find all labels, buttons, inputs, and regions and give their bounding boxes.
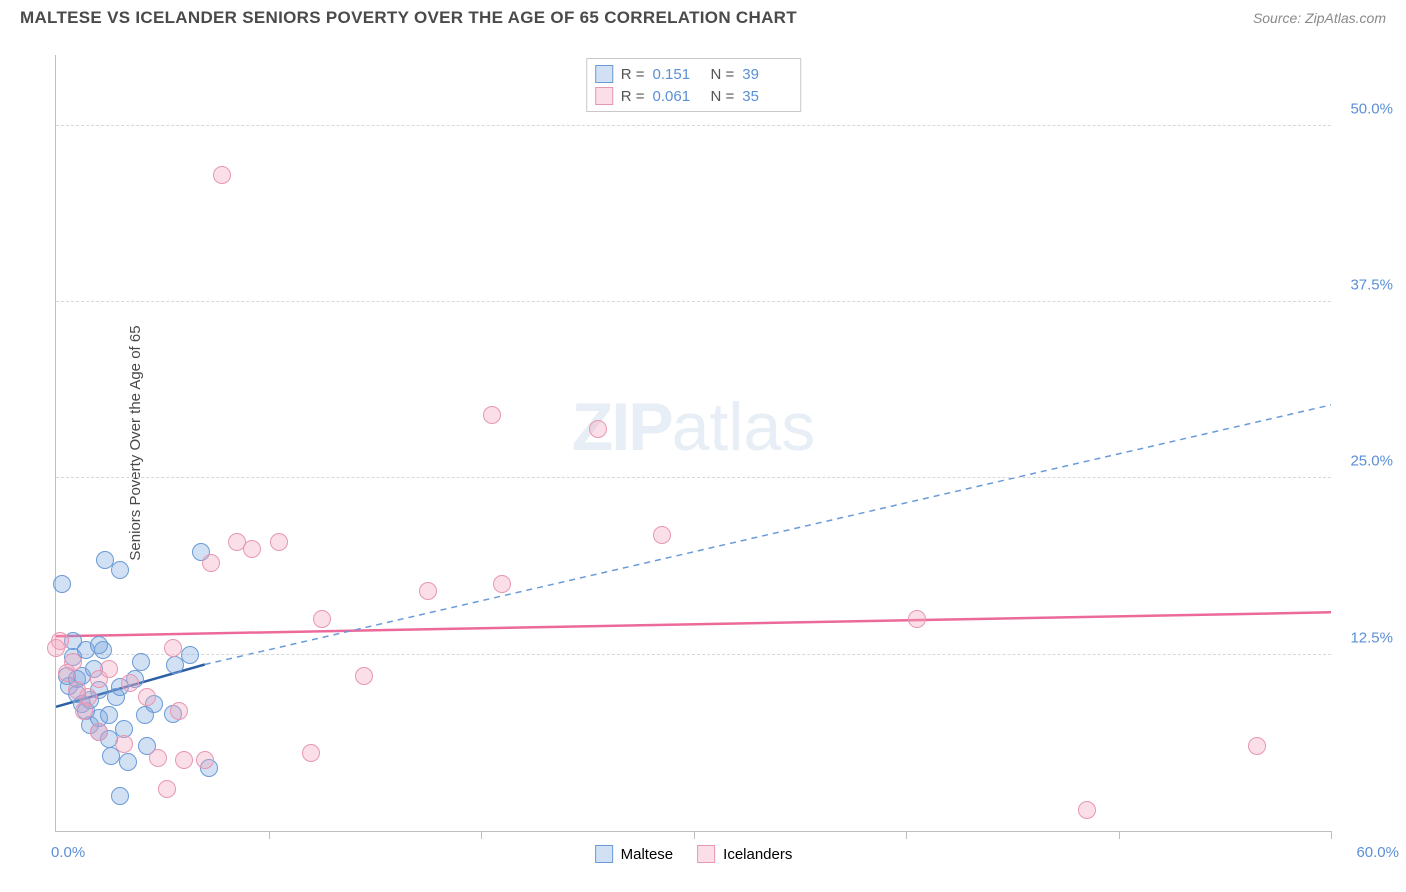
trend-lines xyxy=(56,55,1331,831)
data-point xyxy=(111,787,129,805)
data-point xyxy=(181,646,199,664)
data-point xyxy=(119,753,137,771)
source-attribution: Source: ZipAtlas.com xyxy=(1253,10,1386,26)
stat-r-label: R = xyxy=(621,88,645,105)
data-point xyxy=(302,744,320,762)
stat-n-value: 35 xyxy=(742,88,792,105)
data-point xyxy=(908,610,926,628)
stats-row-icelanders: R = 0.061 N = 35 xyxy=(595,85,793,107)
data-point xyxy=(243,540,261,558)
x-axis-min-label: 0.0% xyxy=(51,844,85,861)
data-point xyxy=(270,533,288,551)
gridline xyxy=(56,125,1331,126)
stat-r-value: 0.151 xyxy=(653,66,703,83)
data-point xyxy=(132,653,150,671)
y-tick-label: 37.5% xyxy=(1338,276,1393,293)
legend-item-maltese: Maltese xyxy=(595,845,674,863)
footer-legend: Maltese Icelanders xyxy=(595,845,793,863)
y-tick-label: 12.5% xyxy=(1338,629,1393,646)
x-tick xyxy=(694,831,695,839)
stats-legend-box: R = 0.151 N = 39 R = 0.061 N = 35 xyxy=(586,58,802,112)
x-tick xyxy=(906,831,907,839)
stats-row-maltese: R = 0.151 N = 39 xyxy=(595,63,793,85)
data-point xyxy=(79,688,97,706)
stat-r-label: R = xyxy=(621,66,645,83)
x-tick xyxy=(1119,831,1120,839)
swatch-icon xyxy=(595,65,613,83)
data-point xyxy=(138,688,156,706)
data-point xyxy=(164,639,182,657)
stat-n-label: N = xyxy=(711,66,735,83)
data-point xyxy=(90,723,108,741)
data-point xyxy=(1078,801,1096,819)
data-point xyxy=(1248,737,1266,755)
x-tick xyxy=(269,831,270,839)
stat-n-label: N = xyxy=(711,88,735,105)
data-point xyxy=(100,706,118,724)
stat-r-value: 0.061 xyxy=(653,88,703,105)
data-point xyxy=(170,702,188,720)
data-point xyxy=(47,639,65,657)
data-point xyxy=(121,674,139,692)
data-point xyxy=(653,526,671,544)
y-tick-label: 25.0% xyxy=(1338,453,1393,470)
data-point xyxy=(53,575,71,593)
swatch-icon xyxy=(697,845,715,863)
stat-n-value: 39 xyxy=(742,66,792,83)
data-point xyxy=(64,653,82,671)
data-point xyxy=(115,735,133,753)
x-tick xyxy=(481,831,482,839)
legend-label: Maltese xyxy=(621,846,674,863)
legend-item-icelanders: Icelanders xyxy=(697,845,792,863)
y-tick-label: 50.0% xyxy=(1338,100,1393,117)
data-point xyxy=(589,420,607,438)
gridline xyxy=(56,477,1331,478)
x-axis-max-label: 60.0% xyxy=(1356,844,1399,861)
y-axis-label: Seniors Poverty Over the Age of 65 xyxy=(127,325,144,560)
plot-area: Seniors Poverty Over the Age of 65 ZIPat… xyxy=(55,55,1331,832)
data-point xyxy=(202,554,220,572)
data-point xyxy=(313,610,331,628)
data-point xyxy=(483,406,501,424)
data-point xyxy=(158,780,176,798)
gridline xyxy=(56,301,1331,302)
data-point xyxy=(419,582,437,600)
data-point xyxy=(196,751,214,769)
chart-header: MALTESE VS ICELANDER SENIORS POVERTY OVE… xyxy=(0,0,1406,36)
data-point xyxy=(213,166,231,184)
data-point xyxy=(355,667,373,685)
data-point xyxy=(149,749,167,767)
gridline xyxy=(56,654,1331,655)
data-point xyxy=(100,660,118,678)
data-point xyxy=(90,636,108,654)
chart-title: MALTESE VS ICELANDER SENIORS POVERTY OVE… xyxy=(20,8,797,28)
data-point xyxy=(175,751,193,769)
swatch-icon xyxy=(595,845,613,863)
swatch-icon xyxy=(595,87,613,105)
x-tick xyxy=(1331,831,1332,839)
data-point xyxy=(493,575,511,593)
watermark: ZIPatlas xyxy=(572,388,815,466)
data-point xyxy=(111,561,129,579)
legend-label: Icelanders xyxy=(723,846,792,863)
